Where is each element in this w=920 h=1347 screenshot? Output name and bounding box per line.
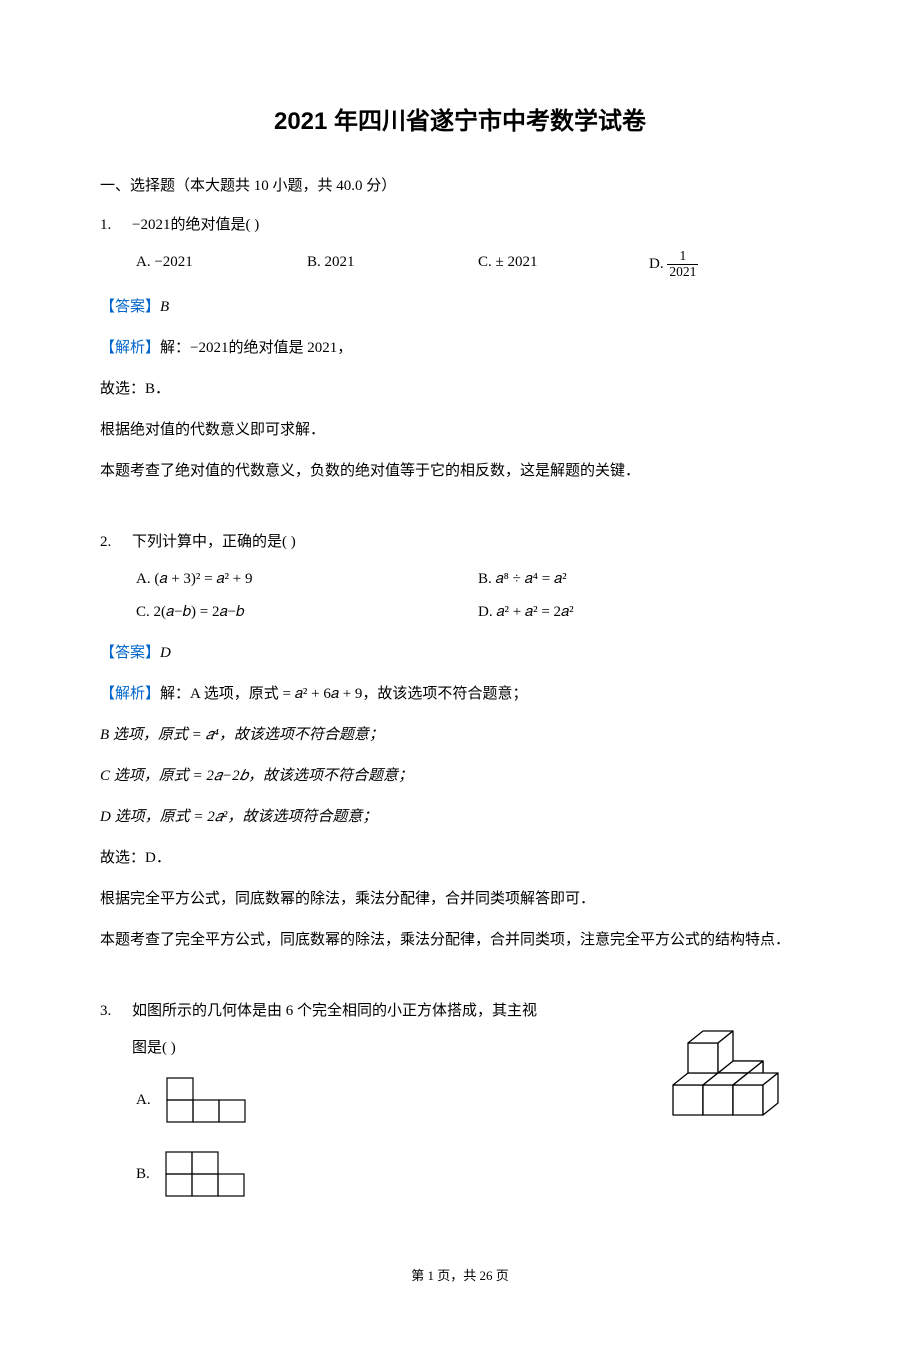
option-c: C. ± 2021 xyxy=(478,249,649,280)
option-c: C. 2(𝑎−𝑏) = 2𝑎−𝑏 xyxy=(136,599,478,626)
section-header: 一、选择题（本大题共 10 小题，共 40.0 分） xyxy=(100,173,820,200)
q-stem: 下列计算中，正确的是( ) xyxy=(132,529,820,556)
fraction-num: 1 xyxy=(667,249,698,265)
q2-line5: 根据完全平方公式，同底数幂的除法，乘法分配律，合并同类项解答即可． xyxy=(100,886,820,913)
question-1: 1. −2021的绝对值是( ) xyxy=(100,212,820,239)
option-a-label: A. xyxy=(136,1087,151,1114)
q2-answer: 【答案】D xyxy=(100,640,820,667)
q2-explain: 【解析】解：A 选项，原式 = 𝑎² + 6𝑎 + 9，故该选项不符合题意； xyxy=(100,681,820,708)
page-footer: 第 1 页，共 26 页 xyxy=(100,1264,820,1287)
q1-line2: 根据绝对值的代数意义即可求解． xyxy=(100,417,820,444)
question-3: 3. 如图所示的几何体是由 6 个完全相同的小正方体搭成，其主视 图是( ) A… xyxy=(100,998,820,1224)
option-b: B. xyxy=(136,1150,660,1200)
fraction: 12021 xyxy=(667,249,698,280)
explain-text: 解：−2021的绝对值是 2021， xyxy=(160,340,352,356)
option-b: B. 𝑎⁸ ÷ 𝑎⁴ = 𝑎² xyxy=(478,566,820,593)
q1-line1: 故选：B． xyxy=(100,376,820,403)
option-b: B. 2021 xyxy=(307,249,478,280)
q-number: 3. xyxy=(100,998,120,1025)
cube-figure xyxy=(660,998,820,1133)
option-a: A. −2021 xyxy=(136,249,307,280)
q2-line3: D 选项，原式 = 2𝑎²，故该选项符合题意； xyxy=(100,804,820,831)
option-b-label: B. xyxy=(136,1161,150,1188)
q2-options: A. (𝑎 + 3)² = 𝑎² + 9 B. 𝑎⁸ ÷ 𝑎⁴ = 𝑎² C. … xyxy=(136,566,820,626)
answer-value: D xyxy=(160,645,171,661)
q1-answer: 【答案】B xyxy=(100,294,820,321)
option-b-diagram xyxy=(164,1150,249,1200)
q2-line2: C 选项，原式 = 2𝑎−2𝑏，故该选项不符合题意； xyxy=(100,763,820,790)
q-stem: −2021的绝对值是( ) xyxy=(132,212,820,239)
answer-label: 【答案】 xyxy=(100,645,160,661)
q-stem-line2: 图是( ) xyxy=(132,1035,660,1062)
question-2: 2. 下列计算中，正确的是( ) xyxy=(100,529,820,556)
q-number: 1. xyxy=(100,212,120,239)
q2-line4: 故选：D． xyxy=(100,845,820,872)
option-a: A. xyxy=(136,1076,660,1126)
q-stem-line1: 如图所示的几何体是由 6 个完全相同的小正方体搭成，其主视 xyxy=(132,998,660,1025)
explain-label: 【解析】 xyxy=(100,340,160,356)
answer-label: 【答案】 xyxy=(100,299,160,315)
fraction-den: 2021 xyxy=(667,265,698,280)
explain-text: 解：A 选项，原式 = 𝑎² + 6𝑎 + 9，故该选项不符合题意； xyxy=(160,686,527,702)
answer-value: B xyxy=(160,299,169,315)
option-a: A. (𝑎 + 3)² = 𝑎² + 9 xyxy=(136,566,478,593)
option-d: D. 12021 xyxy=(649,249,820,280)
q1-options: A. −2021 B. 2021 C. ± 2021 D. 12021 xyxy=(136,249,820,280)
option-d-label: D. xyxy=(649,256,667,272)
option-a-diagram xyxy=(165,1076,250,1126)
explain-label: 【解析】 xyxy=(100,686,160,702)
page-title: 2021 年四川省遂宁市中考数学试卷 xyxy=(100,100,820,143)
option-d: D. 𝑎² + 𝑎² = 2𝑎² xyxy=(478,599,820,626)
q1-explain: 【解析】解：−2021的绝对值是 2021， xyxy=(100,335,820,362)
q-number: 2. xyxy=(100,529,120,556)
q2-line1: B 选项，原式 = 𝑎⁴，故该选项不符合题意； xyxy=(100,722,820,749)
q1-line3: 本题考查了绝对值的代数意义，负数的绝对值等于它的相反数，这是解题的关键． xyxy=(100,458,820,485)
q2-line6: 本题考查了完全平方公式，同底数幂的除法，乘法分配律，合并同类项，注意完全平方公式… xyxy=(100,927,820,954)
